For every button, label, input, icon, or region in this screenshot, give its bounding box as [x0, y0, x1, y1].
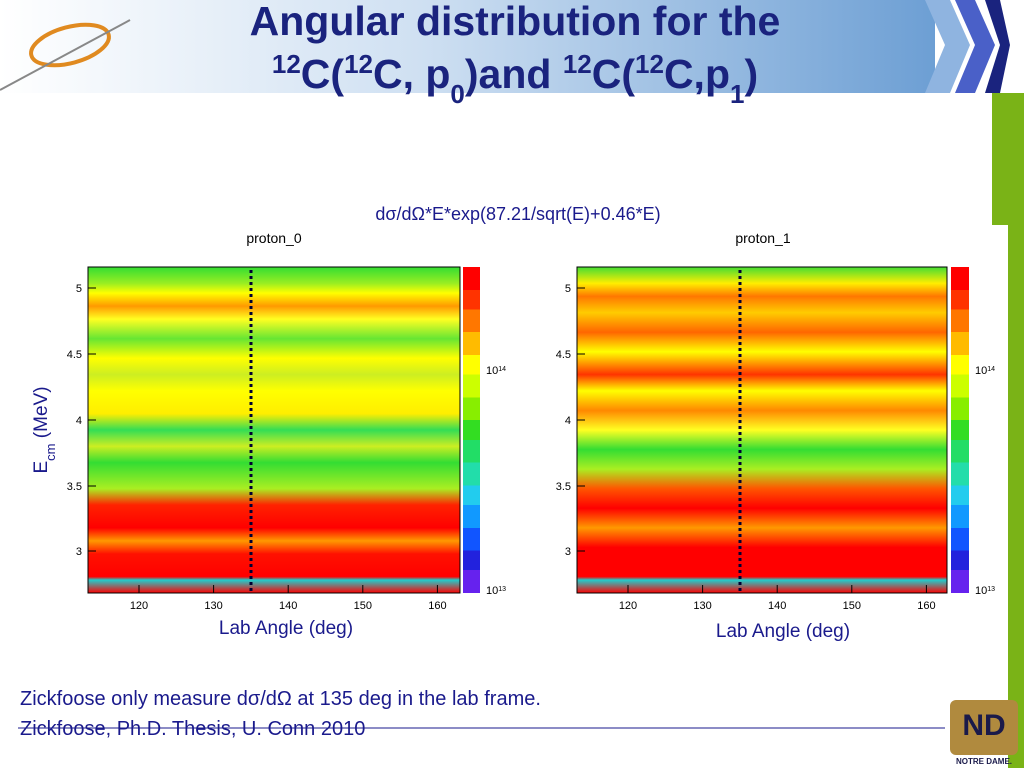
title-part: C, p [373, 51, 450, 97]
chevron [985, 0, 1010, 93]
x-axis-label: Lab Angle (deg) [219, 618, 353, 639]
chevron [925, 0, 970, 93]
colorbar [951, 267, 969, 593]
y-tick-label: 3 [76, 546, 82, 558]
title-part: C( [301, 51, 345, 97]
chevron [955, 0, 995, 93]
title-part: )and [465, 51, 563, 97]
y-tick-label: 3.5 [67, 481, 82, 493]
footnote: Zickfoose only measure dσ/dΩ at 135 deg … [20, 688, 541, 710]
x-tick-label: 160 [917, 600, 935, 612]
x-tick-label: 120 [619, 600, 637, 612]
colorbar-label: 1014 [975, 365, 995, 377]
title-part: 0 [450, 79, 464, 109]
colorbar-base: 10 [486, 365, 498, 377]
panel-title: proton_0 [246, 230, 301, 246]
x-axis-label: Lab Angle (deg) [716, 621, 850, 642]
title-part: 12 [272, 49, 301, 79]
x-tick-label: 120 [130, 600, 148, 612]
logo-text: NOTRE DAME. [956, 757, 1012, 766]
title-part: ) [744, 51, 758, 97]
title-part: 12 [635, 49, 664, 79]
x-tick-label: 140 [768, 600, 786, 612]
y-tick-label: 3.5 [556, 481, 571, 493]
x-tick-label: 130 [693, 600, 711, 612]
y-label-main: E [31, 461, 52, 474]
colorbar-base: 10 [975, 365, 987, 377]
colorbar-exp: 14 [987, 366, 995, 373]
y-tick-label: 3 [565, 546, 571, 558]
logo-ring [29, 22, 111, 68]
x-tick-label: 150 [354, 600, 372, 612]
colorbar-label: 1014 [486, 365, 506, 377]
colorbar-base: 10 [486, 585, 498, 597]
footnote: Zickfoose, Ph.D. Thesis, U. Conn 2010 [20, 718, 366, 740]
y-tick-label: 4 [76, 415, 82, 427]
title: Angular distribution for the [250, 0, 781, 44]
y-tick-label: 4.5 [67, 349, 82, 361]
formula: dσ/dΩ*E*exp(87.21/sqrt(E)+0.46*E) [375, 204, 660, 224]
title: 12C(12C, p0)and 12C(12C,p1) [272, 49, 758, 109]
y-tick-label: 4.5 [556, 349, 571, 361]
y-axis-label: Ecm (MeV) [31, 386, 58, 473]
side-bar [1008, 225, 1024, 768]
logo-monogram: ND [962, 709, 1005, 742]
colorbar [463, 267, 480, 593]
colorbar-label: 1013 [486, 585, 506, 597]
x-tick-label: 140 [279, 600, 297, 612]
y-label-sub: cm [43, 443, 58, 460]
x-tick-label: 150 [843, 600, 861, 612]
title-banner [0, 0, 935, 93]
y-tick-label: 5 [76, 283, 82, 295]
title-part: 12 [344, 49, 373, 79]
colorbar-label: 1013 [975, 585, 995, 597]
y-tick-label: 4 [565, 415, 571, 427]
colorbar-exp: 13 [987, 586, 995, 593]
logo-line [0, 19, 131, 91]
x-tick-label: 130 [204, 600, 222, 612]
title-part: C( [592, 51, 636, 97]
logo-nd [950, 700, 1018, 755]
title-part: 12 [563, 49, 592, 79]
colorbar-exp: 14 [498, 366, 506, 373]
y-label-rest: (MeV) [31, 386, 52, 443]
title-part: C,p [664, 51, 730, 97]
panel-title: proton_1 [735, 230, 790, 246]
title-part: 1 [730, 79, 744, 109]
colorbar-base: 10 [975, 585, 987, 597]
y-tick-label: 5 [565, 283, 571, 295]
heatmap [576, 266, 948, 594]
heatmap [87, 266, 461, 594]
colorbar-exp: 13 [498, 586, 506, 593]
x-tick-label: 160 [428, 600, 446, 612]
side-bar [992, 93, 1024, 225]
